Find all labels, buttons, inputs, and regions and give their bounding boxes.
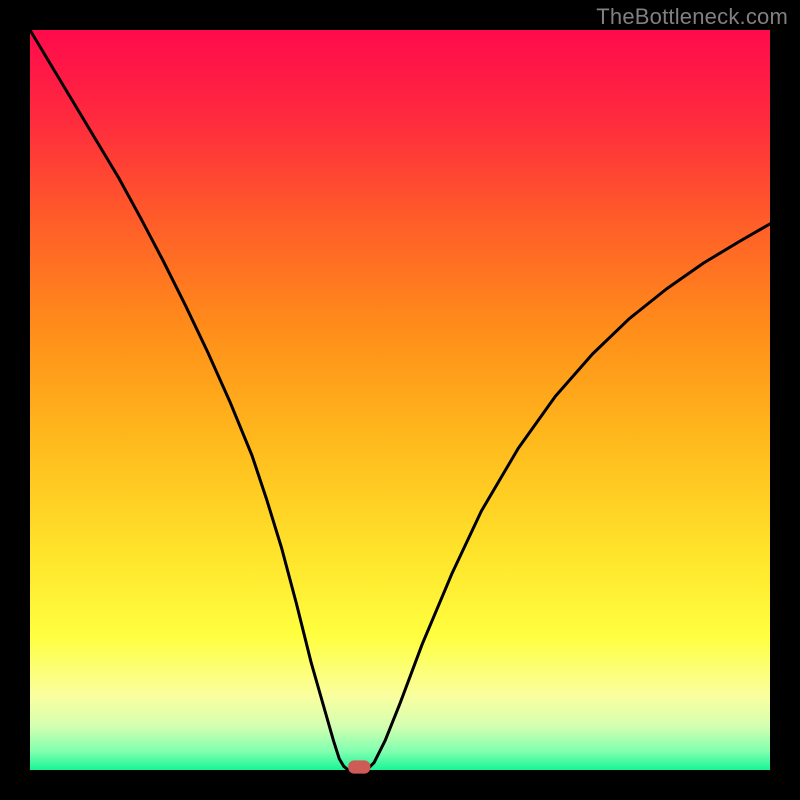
optimal-marker: [348, 760, 370, 773]
watermark-label: TheBottleneck.com: [596, 4, 788, 30]
chart-container: TheBottleneck.com: [0, 0, 800, 800]
bottleneck-chart: [0, 0, 800, 800]
plot-area: [30, 30, 770, 770]
